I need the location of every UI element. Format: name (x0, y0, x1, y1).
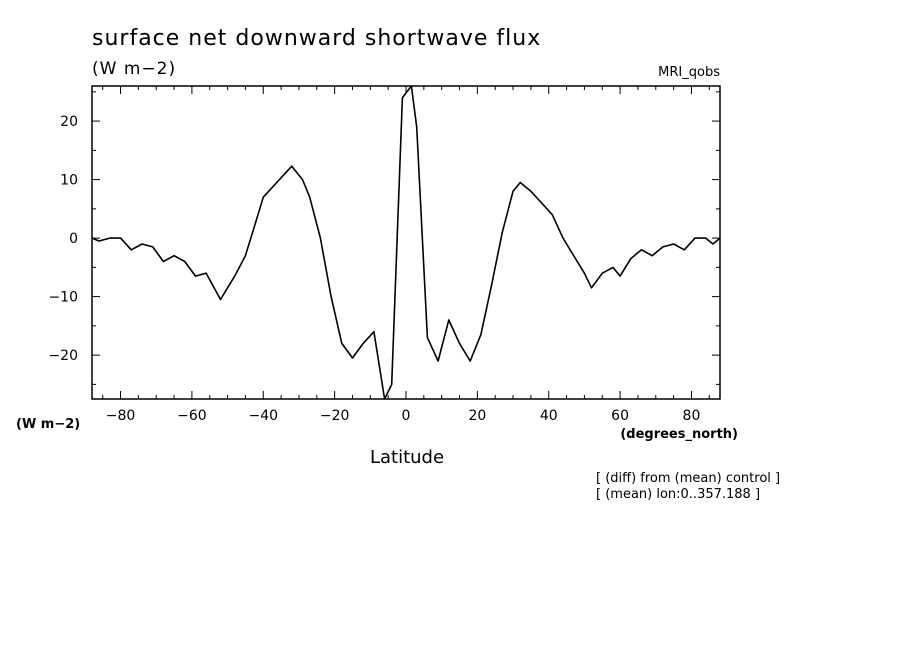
y-tick-label: 10 (60, 173, 78, 189)
x-tick-label: 60 (611, 408, 629, 424)
x-tick-label: −20 (320, 408, 350, 424)
x-tick-label: 80 (683, 408, 701, 424)
x-tick-label: 20 (468, 408, 486, 424)
x-tick-label: −40 (248, 408, 278, 424)
y-axis-units: (W m−2) (16, 417, 80, 432)
plot-frame (91, 85, 721, 400)
y-tick-label: −20 (48, 348, 78, 364)
x-tick-label: 40 (540, 408, 558, 424)
footer-note-mean: [ (mean) lon:0..357.188 ] (596, 487, 760, 502)
series-group (91, 85, 721, 400)
x-tick-label: −60 (177, 408, 207, 424)
x-tick-label: −80 (106, 408, 136, 424)
y-tick-label: −10 (48, 290, 78, 306)
chart-title: surface net downward shortwave flux (92, 26, 541, 51)
footer-note-diff: [ (diff) from (mean) control ] (596, 471, 780, 486)
x-tick-label: 0 (402, 408, 411, 424)
y-axis: −20 −10 0 10 20 (48, 91, 720, 385)
y-units-label: (W m−2) (92, 59, 176, 79)
x-axis-units: (degrees_north) (620, 427, 738, 442)
x-axis: −80 −60 −40 −20 0 20 40 60 80 (102, 86, 710, 424)
y-tick-label: 0 (69, 231, 78, 247)
series-line (91, 85, 721, 400)
dataset-label: MRI_qobs (658, 65, 720, 80)
x-axis-label: Latitude (370, 447, 444, 468)
y-tick-label: 20 (60, 114, 78, 130)
